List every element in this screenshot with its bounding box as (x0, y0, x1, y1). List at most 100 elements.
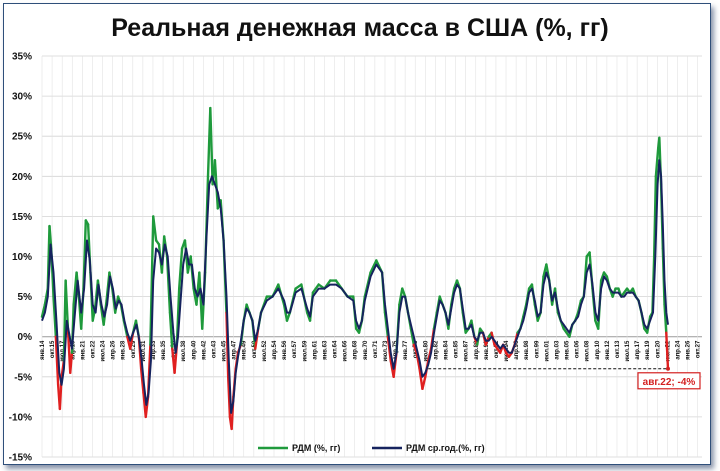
series-rdm-segment (168, 311, 174, 350)
x-tick-label: июл.08 (585, 340, 591, 361)
series-rdm-negative-segment (665, 331, 670, 370)
x-tick-label: янв.42 (201, 340, 207, 360)
x-tick-label: апр.68 (353, 340, 359, 360)
y-tick-label: 20% (12, 172, 32, 183)
legend-label-rdm: РДМ (%, гг) (292, 443, 340, 453)
series-rdm-negative-segment (69, 351, 74, 374)
x-tick-label: апр.54 (272, 340, 278, 360)
series-rdm-segment (398, 287, 404, 306)
y-tick-label: 15% (12, 212, 32, 223)
x-tick-label: апр.10 (595, 340, 601, 360)
x-tick-label: окт.22 (90, 340, 96, 358)
x-tick-label: окт.27 (696, 340, 702, 358)
legend-label-rdm-avg: РДМ ср.год.(%, гг) (406, 443, 485, 453)
x-tick-label: апр.24 (676, 340, 682, 360)
x-tick-label: янв.12 (605, 340, 611, 360)
y-tick-label: 30% (12, 92, 32, 103)
annotation-group: авг.22; -4% (637, 366, 701, 390)
series-rdm-negative-segment (415, 351, 421, 370)
x-tick-label: окт.64 (333, 340, 339, 358)
series-rdm-segment (409, 327, 415, 346)
x-tick-label: июл.45 (222, 340, 228, 361)
x-tick-label: янв.19 (645, 340, 651, 360)
x-axis: янв.14окт.15июл.17апр.19янв.21окт.22июл.… (40, 340, 702, 361)
annotation-point (665, 366, 670, 371)
y-tick-label: 0% (18, 332, 33, 343)
x-tick-label: янв.28 (121, 340, 127, 360)
chart-frame (3, 3, 711, 465)
y-tick-label: 5% (18, 292, 33, 303)
x-tick-label: янв.56 (282, 340, 288, 360)
x-tick-label: окт.15 (50, 340, 56, 358)
x-tick-label: янв.26 (686, 340, 692, 360)
x-tick-label: янв.63 (322, 340, 328, 360)
gridlines (41, 55, 702, 458)
series-rdm-segment (285, 311, 292, 322)
series-rdm-segment (209, 106, 214, 186)
x-tick-label: апр.61 (312, 340, 318, 360)
series-group (40, 106, 670, 431)
x-tick-label: янв.14 (40, 340, 46, 360)
series-rdm-segment (282, 303, 289, 322)
y-tick-label: 25% (12, 132, 32, 143)
y-tick-label: 35% (12, 52, 32, 63)
series-rdm-negative-segment (54, 335, 60, 387)
y-tick-label: -15% (9, 453, 32, 464)
series-rdm-negative-segment (139, 367, 145, 395)
x-tick-label: янв.35 (161, 340, 167, 360)
legend: РДМ (%, гг) РДМ ср.год.(%, гг) (258, 443, 485, 453)
series-rdm-negative-segment (418, 367, 424, 391)
series-rdm-segment (183, 239, 190, 274)
x-tick-label: апр.96 (514, 340, 520, 360)
series-rdm-segment (149, 215, 155, 346)
series-rdm-segment (652, 175, 658, 258)
x-tick-label: окт.13 (615, 340, 621, 358)
series-rdm-segment (152, 215, 158, 242)
x-tick-label: июл.01 (544, 340, 550, 361)
x-tick-label: июл.73 (383, 340, 389, 361)
x-tick-label: июл.24 (101, 340, 107, 361)
annotation-box (637, 372, 701, 390)
x-tick-label: окт.06 (575, 340, 581, 358)
x-tick-label: янв.98 (524, 340, 530, 360)
x-tick-label: июл.15 (625, 340, 631, 361)
x-tick-label: июл.66 (343, 340, 349, 361)
x-tick-label: июл.87 (464, 340, 470, 361)
chart-title: Реальная денежная масса в США (%, гг) (111, 14, 608, 42)
annotation-label: авг.22; -4% (643, 377, 696, 388)
x-tick-label: янв.05 (565, 340, 571, 360)
y-axis: 35% 30% 25% 20% 15% 10% 5% 0% -5% -10% -15% (9, 52, 32, 464)
series-rdm-avg-line (41, 159, 669, 414)
x-tick-label: июл.31 (141, 340, 147, 361)
series-rdm-segment (177, 247, 184, 290)
x-tick-label: апр.82 (433, 340, 439, 360)
x-tick-label: окт.20 (655, 340, 661, 358)
x-tick-label: янв.84 (443, 340, 449, 360)
series-rdm-segment (40, 303, 47, 318)
x-tick-label: окт.36 (171, 340, 177, 358)
y-tick-label: -5% (14, 372, 32, 383)
series-rdm-segment (52, 295, 58, 338)
series-rdm-segment (213, 159, 220, 210)
series-rdm-segment (369, 259, 378, 274)
x-tick-label: июл.22 (665, 340, 671, 361)
x-tick-label: июл.38 (181, 340, 187, 361)
series-rdm-negative-segment (421, 375, 427, 391)
x-tick-label: окт.57 (292, 340, 298, 358)
x-tick-label: янв.91 (484, 340, 490, 360)
x-tick-label: апр.33 (151, 340, 157, 360)
x-tick-label: окт.43 (211, 340, 217, 358)
x-tick-label: апр.40 (191, 340, 197, 360)
x-tick-label: июл.59 (302, 340, 308, 361)
series-rdm-segment (401, 287, 407, 298)
series-rdm-segment (311, 283, 320, 294)
x-tick-label: апр.26 (111, 340, 117, 360)
x-tick-label: окт.29 (131, 340, 137, 358)
x-tick-label: окт.71 (373, 340, 379, 358)
series-rdm-segment (663, 303, 668, 334)
x-tick-label: янв.49 (242, 340, 248, 360)
series-rdm-negative-segment (226, 375, 232, 419)
y-tick-label: -10% (9, 412, 32, 423)
x-tick-label: июл.80 (423, 340, 429, 361)
